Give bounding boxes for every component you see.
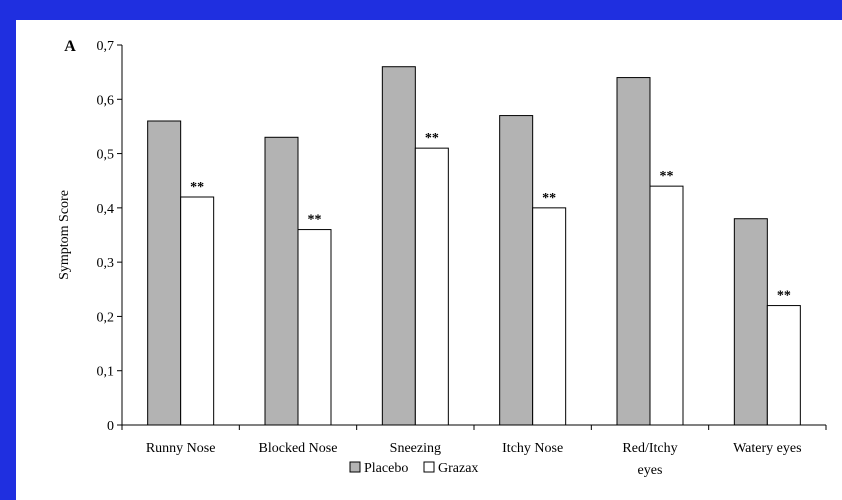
x-category-label: Red/Itchy xyxy=(622,441,677,456)
bar-placebo xyxy=(264,136,299,426)
legend-swatch-grazax xyxy=(423,461,435,473)
bar-chart: A 0 0,1 0,2 0,3 0,4 0,5 0,6 0,7 Symptom Score ** Ru… xyxy=(57,38,827,478)
x-category-label: Watery eyes xyxy=(733,441,801,456)
bar-grazax xyxy=(532,207,567,426)
bar-grazax xyxy=(766,305,801,426)
y-tick-label: 0,6 xyxy=(97,93,115,108)
bar-grazax xyxy=(649,185,684,426)
bar-grazax xyxy=(297,229,332,426)
significance-label: ** xyxy=(425,131,439,146)
panel-label: A xyxy=(64,38,76,55)
legend-label-grazax: Grazax xyxy=(438,461,478,476)
y-tick-label: 0 xyxy=(107,419,114,434)
x-category-label: Runny Nose xyxy=(146,441,216,456)
y-tick-label: 0,2 xyxy=(97,310,115,325)
significance-label: ** xyxy=(777,289,791,304)
bar-placebo xyxy=(147,120,182,426)
x-category-label: Sneezing xyxy=(390,441,441,456)
chart-panel: A 0 0,1 0,2 0,3 0,4 0,5 0,6 0,7 Symptom Score ** Ru… xyxy=(16,20,842,500)
y-axis-title: Symptom Score xyxy=(57,190,72,280)
bar-placebo xyxy=(733,218,768,426)
significance-label: ** xyxy=(660,169,674,184)
legend-label-placebo: Placebo xyxy=(364,461,408,476)
x-category-label: eyes xyxy=(638,463,663,478)
significance-label: ** xyxy=(308,213,322,228)
x-category-label: Itchy Nose xyxy=(502,441,563,456)
y-tick-label: 0,4 xyxy=(97,202,115,217)
bar-placebo xyxy=(381,66,416,426)
bar-grazax xyxy=(414,147,449,426)
y-tick-label: 0,7 xyxy=(97,39,115,54)
significance-label: ** xyxy=(190,180,204,195)
bar-placebo xyxy=(499,115,534,426)
y-tick-label: 0,1 xyxy=(97,365,115,380)
bar-grazax xyxy=(180,196,215,426)
significance-label: ** xyxy=(542,191,556,206)
y-tick-label: 0,3 xyxy=(97,256,115,271)
y-tick-label: 0,5 xyxy=(97,148,115,163)
legend-swatch-placebo xyxy=(349,461,361,473)
bar-placebo xyxy=(616,77,651,426)
x-category-label: Blocked Nose xyxy=(259,441,338,456)
